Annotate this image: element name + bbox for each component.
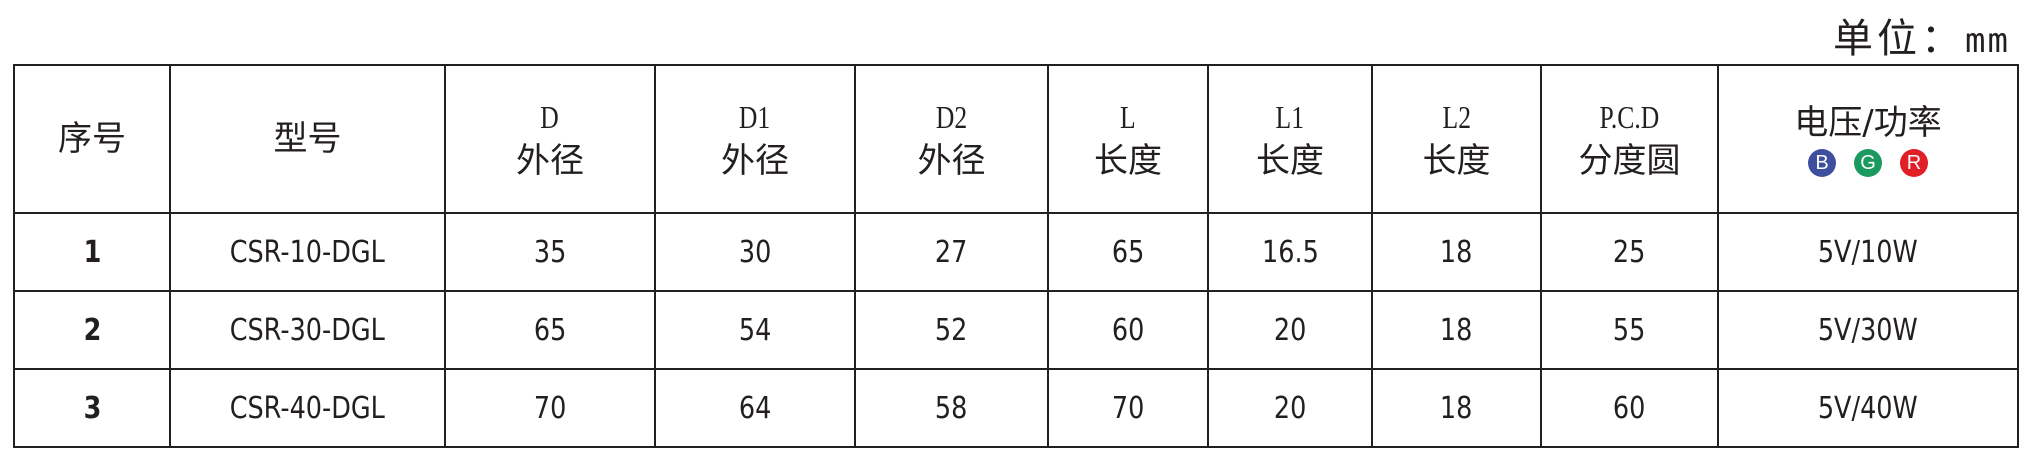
cell-value: 64 xyxy=(738,390,772,426)
table-cell: 20 xyxy=(1207,368,1373,448)
cell-value: 18 xyxy=(1440,234,1473,270)
column-header: L2 长度 xyxy=(1371,64,1542,214)
table-row: 2 CSR-30-DGL 65 54 52 60 20 18 55 5V/30W xyxy=(13,290,2019,370)
header-name: 外径 xyxy=(721,141,789,181)
table-cell: 20 xyxy=(1207,290,1373,370)
table-cell: 5V/40W xyxy=(1717,368,2019,448)
cell-value: 35 xyxy=(533,234,567,270)
header-symbol: P.C.D xyxy=(1599,99,1660,135)
table-cell: 35 xyxy=(444,212,656,292)
column-header: D2 外径 xyxy=(854,64,1049,214)
cell-value: 5V/10W xyxy=(1818,234,1918,270)
table-cell: CSR-10-DGL xyxy=(169,212,446,292)
table-cell: 65 xyxy=(444,290,656,370)
unit-label: 单位：mm xyxy=(1833,6,2010,64)
table-cell: CSR-30-DGL xyxy=(169,290,446,370)
color-badge-g-icon: G xyxy=(1854,149,1882,177)
cell-value: 30 xyxy=(738,234,772,270)
table-row: 3 CSR-40-DGL 70 64 58 70 20 18 60 5V/40W xyxy=(13,368,2019,448)
table-cell: 54 xyxy=(654,290,856,370)
column-header: 电压/功率 B G R xyxy=(1717,64,2019,214)
column-header: L1 长度 xyxy=(1207,64,1373,214)
color-badge-r-icon: R xyxy=(1900,149,1928,177)
cell-value: 70 xyxy=(1111,390,1145,426)
column-header: P.C.D 分度圆 xyxy=(1540,64,1719,214)
column-header: L 长度 xyxy=(1047,64,1209,214)
table-cell: 52 xyxy=(854,290,1049,370)
cell-value: 18 xyxy=(1440,312,1473,348)
column-header: D1 外径 xyxy=(654,64,856,214)
header-symbol: D1 xyxy=(739,99,771,135)
table-cell: 18 xyxy=(1371,368,1542,448)
cell-value: 18 xyxy=(1440,390,1473,426)
table-cell: 5V/10W xyxy=(1717,212,2019,292)
cell-value: 60 xyxy=(1613,390,1646,426)
column-header: 型号 xyxy=(169,64,446,214)
table-cell: 16.5 xyxy=(1207,212,1373,292)
cell-value: CSR-30-DGL xyxy=(229,312,386,348)
header-symbol: L xyxy=(1120,99,1136,135)
cell-value: 55 xyxy=(1613,312,1646,348)
table-cell: 30 xyxy=(654,212,856,292)
table-cell: 58 xyxy=(854,368,1049,448)
cell-value: 1 xyxy=(83,234,101,270)
cell-value: 5V/30W xyxy=(1818,312,1918,348)
table-cell: 55 xyxy=(1540,290,1719,370)
header-row: 序号 型号 D 外径 D1 外径 D2 外径 L 长度 L1 长度 L2 长度 P.C.D 分度圆 电压/功率 B… xyxy=(13,64,2019,214)
table-cell: CSR-40-DGL xyxy=(169,368,446,448)
cell-value: 20 xyxy=(1273,390,1307,426)
spec-table: 序号 型号 D 外径 D1 外径 D2 外径 L 长度 L1 长度 L2 长度 P.C.D 分度圆 电压/功率 B… xyxy=(13,64,2019,448)
header-symbol: D2 xyxy=(935,99,968,135)
table-cell: 2 xyxy=(13,290,171,370)
column-header: 序号 xyxy=(13,64,171,214)
color-badge-b-icon: B xyxy=(1808,149,1836,177)
cell-value: 3 xyxy=(83,390,101,426)
header-name: 分度圆 xyxy=(1578,141,1681,181)
cell-value: 58 xyxy=(935,390,968,426)
header-name: 外径 xyxy=(516,141,584,181)
header-name: 电压/功率 xyxy=(1794,103,1942,143)
header-name: 外径 xyxy=(917,141,986,181)
cell-value: 65 xyxy=(1111,234,1145,270)
table-cell: 60 xyxy=(1540,368,1719,448)
cell-value: 20 xyxy=(1273,312,1307,348)
cell-value: CSR-40-DGL xyxy=(229,390,386,426)
cell-value: 52 xyxy=(935,312,968,348)
cell-value: CSR-10-DGL xyxy=(229,234,386,270)
table-cell: 3 xyxy=(13,368,171,448)
header-symbol: L2 xyxy=(1442,99,1471,135)
unit-label-text: 单位： xyxy=(1833,16,1966,62)
cell-value: 25 xyxy=(1613,234,1646,270)
table-cell: 5V/30W xyxy=(1717,290,2019,370)
header-name: 型号 xyxy=(273,119,342,159)
unit-value: mm xyxy=(1965,21,2010,61)
header-name: 序号 xyxy=(58,119,126,159)
table-cell: 27 xyxy=(854,212,1049,292)
table-cell: 64 xyxy=(654,368,856,448)
table-cell: 65 xyxy=(1047,212,1209,292)
cell-value: 2 xyxy=(83,312,101,348)
header-name: 长度 xyxy=(1256,141,1324,181)
table-cell: 18 xyxy=(1371,212,1542,292)
table-row: 1 CSR-10-DGL 35 30 27 65 16.5 18 25 5V/10W xyxy=(13,212,2019,292)
table-cell: 25 xyxy=(1540,212,1719,292)
cell-value: 16.5 xyxy=(1261,234,1319,270)
table-cell: 70 xyxy=(1047,368,1209,448)
cell-value: 65 xyxy=(533,312,567,348)
cell-value: 60 xyxy=(1111,312,1145,348)
cell-value: 27 xyxy=(935,234,968,270)
cell-value: 54 xyxy=(738,312,772,348)
cell-value: 5V/40W xyxy=(1818,390,1918,426)
table-cell: 60 xyxy=(1047,290,1209,370)
cell-value: 70 xyxy=(533,390,567,426)
header-name: 长度 xyxy=(1094,141,1162,181)
table-cell: 1 xyxy=(13,212,171,292)
table-cell: 18 xyxy=(1371,290,1542,370)
column-header: D 外径 xyxy=(444,64,656,214)
header-symbol: D xyxy=(540,99,560,135)
header-name: 长度 xyxy=(1422,141,1491,181)
table-cell: 70 xyxy=(444,368,656,448)
header-symbol: L1 xyxy=(1275,99,1305,135)
